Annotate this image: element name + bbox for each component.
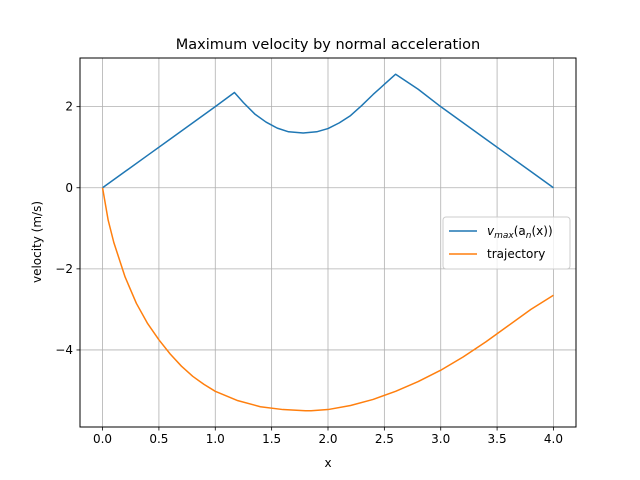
y-tick-label: −4 bbox=[55, 343, 73, 357]
x-tick-label: 2.5 bbox=[375, 432, 394, 446]
y-tick-label: −2 bbox=[55, 262, 73, 276]
y-tick-label: 0 bbox=[65, 181, 73, 195]
x-tick-label: 1.5 bbox=[262, 432, 281, 446]
x-tick-label: 4.0 bbox=[544, 432, 563, 446]
x-tick-label: 3.5 bbox=[488, 432, 507, 446]
chart-title: Maximum velocity by normal acceleration bbox=[176, 37, 480, 53]
x-axis-label: x bbox=[324, 456, 331, 470]
legend-label-trajectory: trajectory bbox=[487, 247, 545, 261]
y-tick-label: 2 bbox=[65, 100, 73, 114]
series-line-vmax bbox=[102, 73, 554, 189]
grid-lines bbox=[80, 58, 576, 427]
legend: vmax(an(x)) trajectory bbox=[442, 216, 571, 270]
axis-ticks: 0.0 0.5 1.0 1.5 2.0 2.5 3.0 3.5 4.0 2 0 −2 −4 bbox=[55, 100, 563, 446]
legend-box bbox=[442, 216, 571, 270]
x-tick-label: 0.0 bbox=[93, 432, 112, 446]
x-tick-label: 0.5 bbox=[149, 432, 168, 446]
x-tick-label: 1.0 bbox=[206, 432, 225, 446]
y-axis-label: velocity (m/s) bbox=[30, 201, 44, 283]
series-layer bbox=[101, 73, 554, 412]
series-line-trajectory bbox=[101, 187, 554, 412]
x-tick-label: 3.0 bbox=[431, 432, 450, 446]
legend-label-vmax: vmax(an(x)) bbox=[487, 224, 553, 241]
x-tick-label: 2.0 bbox=[318, 432, 337, 446]
